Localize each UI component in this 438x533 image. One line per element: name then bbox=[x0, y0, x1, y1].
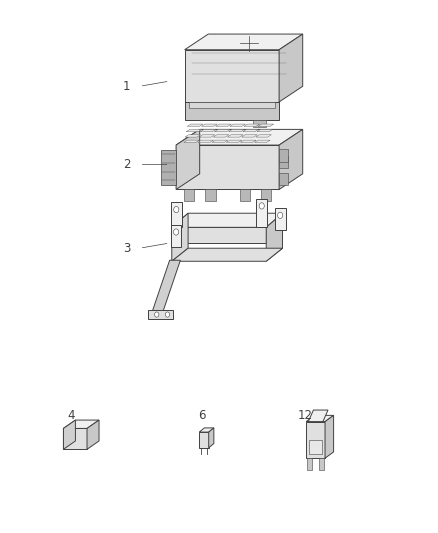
Polygon shape bbox=[176, 130, 200, 189]
Polygon shape bbox=[212, 140, 228, 142]
Polygon shape bbox=[275, 208, 286, 230]
Polygon shape bbox=[187, 124, 203, 126]
Polygon shape bbox=[240, 189, 250, 201]
Polygon shape bbox=[226, 140, 242, 142]
Polygon shape bbox=[199, 432, 208, 448]
Polygon shape bbox=[176, 130, 303, 145]
Polygon shape bbox=[64, 420, 99, 429]
Polygon shape bbox=[184, 140, 199, 142]
Polygon shape bbox=[279, 173, 288, 185]
Circle shape bbox=[166, 312, 170, 317]
Polygon shape bbox=[229, 130, 244, 132]
Polygon shape bbox=[200, 130, 216, 132]
Circle shape bbox=[174, 206, 179, 213]
Polygon shape bbox=[306, 422, 325, 458]
Polygon shape bbox=[253, 120, 266, 126]
Polygon shape bbox=[87, 420, 99, 449]
Text: 2: 2 bbox=[123, 158, 131, 171]
Polygon shape bbox=[176, 145, 279, 189]
Polygon shape bbox=[258, 124, 274, 126]
Text: 12: 12 bbox=[297, 409, 312, 422]
Polygon shape bbox=[171, 202, 182, 227]
Polygon shape bbox=[266, 213, 283, 261]
Polygon shape bbox=[171, 225, 181, 247]
Circle shape bbox=[259, 203, 264, 209]
Polygon shape bbox=[189, 102, 275, 108]
Polygon shape bbox=[161, 150, 176, 185]
Polygon shape bbox=[261, 189, 272, 201]
Polygon shape bbox=[244, 124, 260, 126]
Polygon shape bbox=[240, 140, 256, 142]
Circle shape bbox=[173, 229, 179, 235]
Polygon shape bbox=[279, 34, 303, 102]
Polygon shape bbox=[185, 50, 279, 102]
Polygon shape bbox=[230, 124, 245, 126]
Circle shape bbox=[278, 212, 283, 219]
Polygon shape bbox=[308, 410, 328, 422]
Polygon shape bbox=[199, 135, 215, 137]
Polygon shape bbox=[213, 135, 229, 137]
Polygon shape bbox=[279, 156, 288, 168]
Polygon shape bbox=[257, 130, 272, 132]
Polygon shape bbox=[172, 248, 283, 261]
Polygon shape bbox=[256, 135, 272, 137]
Polygon shape bbox=[307, 458, 312, 470]
Polygon shape bbox=[201, 124, 217, 126]
Polygon shape bbox=[184, 189, 194, 201]
Circle shape bbox=[155, 312, 159, 317]
Polygon shape bbox=[172, 213, 188, 261]
Polygon shape bbox=[186, 130, 202, 132]
Polygon shape bbox=[205, 189, 215, 201]
Polygon shape bbox=[185, 34, 303, 50]
Text: 6: 6 bbox=[198, 409, 205, 422]
Bar bbox=[309, 440, 322, 454]
Polygon shape bbox=[64, 429, 87, 449]
Polygon shape bbox=[215, 124, 231, 126]
Polygon shape bbox=[172, 227, 266, 243]
Polygon shape bbox=[199, 428, 214, 432]
Text: 4: 4 bbox=[67, 409, 74, 422]
Polygon shape bbox=[319, 458, 324, 470]
Polygon shape bbox=[306, 415, 334, 422]
Text: 3: 3 bbox=[123, 242, 131, 255]
Polygon shape bbox=[185, 135, 201, 137]
Text: 1: 1 bbox=[123, 80, 131, 93]
Polygon shape bbox=[242, 135, 257, 137]
Polygon shape bbox=[64, 420, 75, 449]
Polygon shape bbox=[227, 135, 243, 137]
Polygon shape bbox=[198, 140, 214, 142]
Polygon shape bbox=[185, 102, 279, 120]
Polygon shape bbox=[325, 415, 334, 458]
Polygon shape bbox=[279, 130, 303, 189]
Polygon shape bbox=[148, 310, 173, 319]
Polygon shape bbox=[208, 428, 214, 448]
Polygon shape bbox=[152, 260, 180, 311]
Polygon shape bbox=[256, 199, 267, 227]
Polygon shape bbox=[254, 140, 270, 142]
Polygon shape bbox=[172, 213, 283, 227]
Polygon shape bbox=[215, 130, 230, 132]
Polygon shape bbox=[243, 130, 258, 132]
Polygon shape bbox=[279, 149, 288, 162]
